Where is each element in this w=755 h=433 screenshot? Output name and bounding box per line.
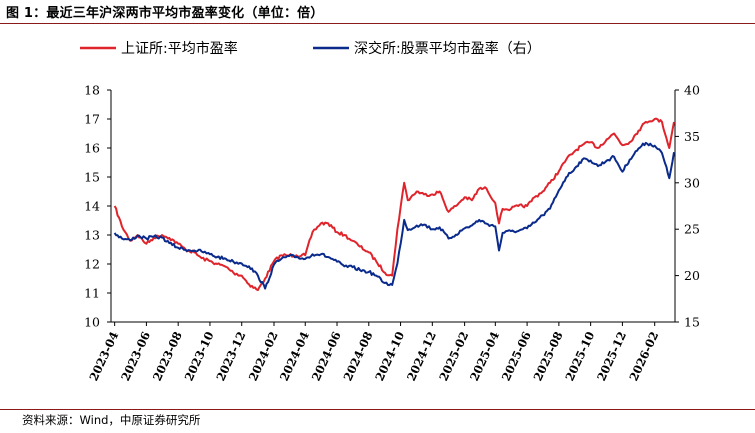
x-tick-label: 2025-12 bbox=[594, 329, 629, 383]
x-tick-label: 2025-08 bbox=[531, 329, 566, 383]
title-divider bbox=[0, 23, 755, 24]
y-tick-label-left: 17 bbox=[84, 112, 100, 127]
figure-title: 图 1：最近三年沪深两市平均市盈率变化（单位：倍） bbox=[6, 6, 324, 21]
y-tick-label-right: 15 bbox=[684, 315, 700, 330]
x-tick-label: 2024-06 bbox=[309, 329, 344, 383]
x-tick-label: 2025-06 bbox=[499, 329, 534, 383]
x-tick-label: 2025-04 bbox=[467, 329, 502, 383]
x-tick-label: 2024-10 bbox=[372, 329, 407, 383]
legend-label-sse: 上证所:平均市盈率 bbox=[121, 40, 238, 57]
y-tick-label-right: 30 bbox=[684, 175, 700, 190]
x-tick-label: 2024-02 bbox=[246, 329, 281, 383]
pe-ratio-chart: 上证所:平均市盈率 深交所:股票平均市盈率（右） 10 11 12 13 14 15 16 1… bbox=[80, 40, 700, 384]
chart-legend: 上证所:平均市盈率 深交所:股票平均市盈率（右） bbox=[80, 40, 541, 57]
x-tick-label: 2024-04 bbox=[277, 329, 312, 383]
x-tick-label: 2025-02 bbox=[436, 329, 471, 383]
y-tick-label-right: 20 bbox=[684, 268, 700, 283]
chart-axes: 1011121314151617181520253035402023-04202… bbox=[84, 83, 700, 384]
y-tick-label-right: 35 bbox=[684, 129, 700, 144]
x-tick-label: 2023-08 bbox=[150, 329, 185, 383]
y-tick-label-left: 15 bbox=[84, 170, 100, 185]
x-tick-label: 2023-06 bbox=[118, 329, 153, 383]
y-tick-label-left: 18 bbox=[84, 83, 100, 98]
y-tick-label-left: 14 bbox=[84, 199, 100, 214]
x-tick-label: 2023-10 bbox=[182, 329, 217, 383]
y-tick-label-left: 13 bbox=[84, 228, 100, 243]
x-tick-label: 2025-10 bbox=[562, 329, 597, 383]
chart-series bbox=[113, 117, 675, 292]
series-line-szse bbox=[113, 141, 675, 290]
x-tick-label: 2024-12 bbox=[404, 329, 439, 383]
y-tick-label-right: 40 bbox=[684, 83, 700, 98]
source-note: 资料来源：Wind，中原证券研究所 bbox=[22, 413, 201, 427]
x-tick-label: 2023-04 bbox=[86, 329, 121, 383]
series-line-sse bbox=[113, 117, 675, 292]
legend-label-szse: 深交所:股票平均市盈率（右） bbox=[354, 40, 541, 57]
y-tick-label-left: 12 bbox=[84, 257, 100, 272]
y-tick-label-left: 16 bbox=[84, 141, 100, 156]
y-tick-label-left: 11 bbox=[84, 286, 100, 301]
source-divider bbox=[0, 409, 755, 410]
x-tick-label: 2026-02 bbox=[626, 329, 661, 383]
y-tick-label-right: 25 bbox=[684, 222, 700, 237]
x-tick-label: 2023-12 bbox=[213, 329, 248, 383]
y-tick-label-left: 10 bbox=[84, 315, 100, 330]
x-tick-label: 2024-08 bbox=[341, 329, 376, 383]
